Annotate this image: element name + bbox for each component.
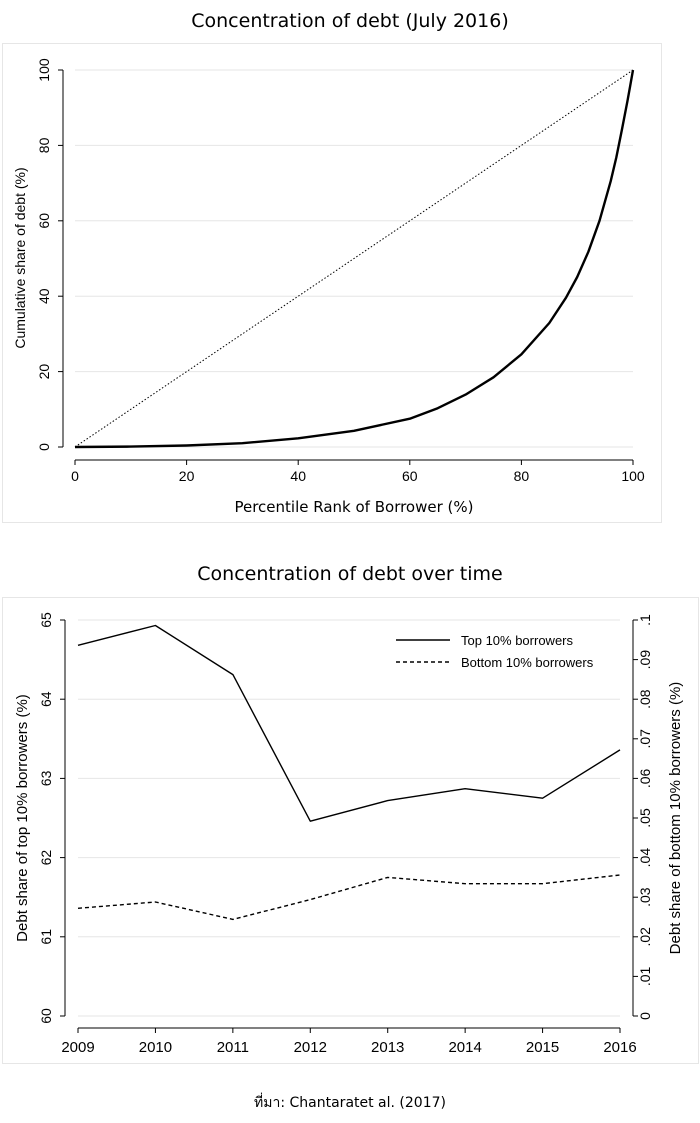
chart2-right-tick-label: .03 <box>637 887 653 907</box>
chart1-x-tick-label: 60 <box>402 468 418 484</box>
chart2-right-tick-label: .06 <box>637 768 653 788</box>
chart2-right-tick-label: .07 <box>637 729 653 749</box>
chart2-left-tick-label: 63 <box>38 770 54 786</box>
source-note: ที่มา: Chantaratet al. (2017) <box>0 1092 700 1114</box>
chart2-right-tick-label: 0 <box>637 1012 653 1020</box>
chart2-x-tick-label: 2015 <box>526 1039 559 1056</box>
equality-line <box>74 69 634 448</box>
chart2-left-axis-title: Debt share of top 10% borrowers (%) <box>14 694 31 942</box>
chart1-y-tick-label: 60 <box>36 213 52 229</box>
bottom10-series-line <box>77 874 621 921</box>
source-text: Chantaratet al. (2017) <box>285 1095 446 1111</box>
chart2-left-tick-label: 62 <box>38 850 54 866</box>
legend-label: Bottom 10% borrowers <box>461 655 594 670</box>
chart2-right-tick-label: .08 <box>637 689 653 709</box>
chart2-left-tick-label: 64 <box>38 691 54 707</box>
chart2-x-tick-label: 2011 <box>217 1039 249 1056</box>
top10-series-line <box>77 624 621 822</box>
chart1-title: Concentration of debt (July 2016) <box>191 10 509 32</box>
chart2-right-tick-label: .1 <box>637 614 653 626</box>
chart1-y-tick-label: 40 <box>36 288 52 304</box>
chart2-right-tick-label: .02 <box>637 927 653 947</box>
chart2-right-tick-label: .05 <box>637 808 653 828</box>
lorenz-curve-line <box>74 69 635 449</box>
chart2-x-tick-label: 2013 <box>371 1039 404 1056</box>
chart2-right-axis-title: Debt share of bottom 10% borrowers (%) <box>667 682 684 955</box>
chart1-x-tick-label: 100 <box>621 468 645 484</box>
chart2-right-tick-label: .01 <box>637 966 653 986</box>
chart1-y-tick-label: 20 <box>36 364 52 380</box>
lorenz-chart: 0 20 40 60 80 100 0 20 40 60 80 100 Percentile Rank … <box>12 58 645 516</box>
chart2-left-tick-label: 60 <box>38 1008 54 1024</box>
chart1-y-tick-label: 0 <box>36 443 52 451</box>
chart1-x-tick-label: 20 <box>179 468 195 484</box>
chart1-y-axis-title: Cumulative share of debt (%) <box>12 167 28 348</box>
chart2-left-tick-label: 61 <box>38 929 54 945</box>
chart2-x-tick-label: 2010 <box>139 1039 172 1056</box>
chart1-x-tick-label: 40 <box>290 468 306 484</box>
chart2-legend: Top 10% borrowers Bottom 10% borrowers <box>396 633 594 670</box>
chart2-x-tick-label: 2016 <box>603 1039 636 1056</box>
chart2-x-tick-label: 2014 <box>448 1039 481 1056</box>
chart1-frame <box>2 43 662 523</box>
source-prefix: ที่มา: <box>254 1095 286 1111</box>
chart1-x-tick-label: 80 <box>514 468 530 484</box>
chart1-y-tick-label: 80 <box>36 137 52 153</box>
chart2-right-tick-label: .09 <box>637 650 653 670</box>
chart1-x-axis-title: Percentile Rank of Borrower (%) <box>234 498 473 516</box>
chart2-x-tick-label: 2012 <box>294 1039 327 1056</box>
chart2-x-tick-label: 2009 <box>61 1039 94 1056</box>
chart2-right-tick-label: .04 <box>637 848 653 868</box>
chart2-frame <box>2 597 699 1064</box>
legend-label: Top 10% borrowers <box>461 633 573 648</box>
chart1-x-tick-label: 0 <box>71 468 79 484</box>
chart2-left-tick-label: 65 <box>38 612 54 628</box>
chart2-title: Concentration of debt over time <box>197 563 503 585</box>
chart1-y-tick-label: 100 <box>36 58 52 82</box>
